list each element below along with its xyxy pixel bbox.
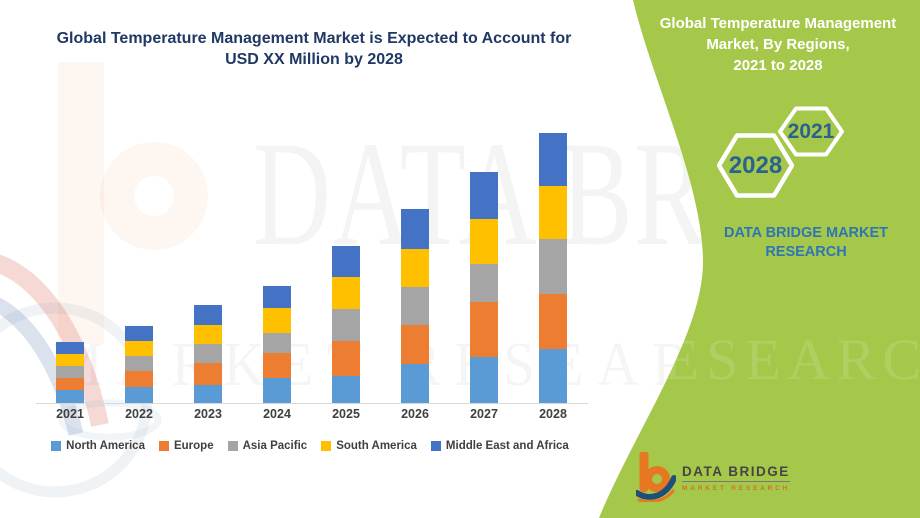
bar-segment-middle-east-and-africa <box>125 326 153 341</box>
page-title: Global Temperature Management Market is … <box>30 28 598 70</box>
legend-item-south-america: South America <box>321 440 417 452</box>
bar-2023 <box>194 305 222 403</box>
bar-segment-north-america <box>125 387 153 403</box>
bar-segment-north-america <box>401 364 429 403</box>
hexagon-2028: 2028 <box>717 133 794 198</box>
bar-segment-middle-east-and-africa <box>332 246 360 277</box>
bar-segment-europe <box>539 294 567 349</box>
bar-segment-asia-pacific <box>56 366 84 378</box>
footer-brand-subtitle: MARKET RESEARCH <box>682 485 791 492</box>
bar-segment-middle-east-and-africa <box>401 209 429 249</box>
legend-swatch <box>430 441 441 451</box>
bar-2024 <box>263 286 291 403</box>
footer-logo-words: DATA BRIDGE MARKET RESEARCH <box>682 464 791 492</box>
bar-segment-asia-pacific <box>539 239 567 294</box>
hexagon-2021: 2021 <box>778 106 844 157</box>
bar-segment-north-america <box>539 349 567 403</box>
footer-logo: DATA BRIDGE MARKET RESEARCH <box>636 452 791 502</box>
chart-legend: North America Europe Asia Pacific South Ame… <box>14 440 606 452</box>
bar-segment-north-america <box>332 376 360 403</box>
x-axis-label: 2025 <box>332 407 360 421</box>
bar-segment-asia-pacific <box>332 309 360 341</box>
legend-label: Asia Pacific <box>242 440 308 452</box>
bar-segment-north-america <box>263 378 291 403</box>
bar-segment-europe <box>263 353 291 378</box>
legend-label: Middle East and Africa <box>445 440 569 452</box>
bar-segment-asia-pacific <box>470 264 498 302</box>
bar-segment-north-america <box>194 385 222 403</box>
bar-2022 <box>125 326 153 403</box>
bar-segment-south-america <box>332 277 360 309</box>
hex-year-bottom: 2028 <box>728 151 783 179</box>
bar-2025 <box>332 246 360 403</box>
legend-label: South America <box>336 440 417 452</box>
bar-segment-europe <box>125 371 153 387</box>
legend-label: Europe <box>173 440 214 452</box>
bar-segment-middle-east-and-africa <box>56 342 84 354</box>
bar-segment-south-america <box>470 219 498 264</box>
x-axis-label: 2022 <box>125 407 153 421</box>
bar-segment-europe <box>470 302 498 357</box>
bar-segment-north-america <box>56 390 84 403</box>
bar-segment-south-america <box>125 341 153 356</box>
legend-swatch <box>158 441 169 451</box>
bar-segment-south-america <box>194 325 222 344</box>
footer-brand-name: DATA BRIDGE <box>682 464 791 482</box>
bar-segment-north-america <box>470 357 498 403</box>
chart-plot-area <box>36 118 588 404</box>
legend-label: North America <box>66 440 145 452</box>
legend-item-middle-east-and-africa: Middle East and Africa <box>430 440 569 452</box>
bar-segment-south-america <box>539 186 567 239</box>
legend-swatch <box>321 441 332 451</box>
watermark-green-text: RESEARCH <box>618 327 920 392</box>
x-axis-label: 2023 <box>194 407 222 421</box>
hexagon-outline-icon <box>778 106 844 157</box>
bar-segment-middle-east-and-africa <box>263 286 291 308</box>
legend-swatch <box>227 441 238 451</box>
x-axis-label: 2028 <box>539 407 567 421</box>
x-axis-label: 2026 <box>401 407 429 421</box>
legend-swatch <box>51 441 62 451</box>
bar-segment-asia-pacific <box>401 287 429 325</box>
legend-item-asia-pacific: Asia Pacific <box>227 440 308 452</box>
bar-segment-south-america <box>56 354 84 366</box>
side-panel-heading: Global Temperature Management Market, By… <box>659 15 897 74</box>
bar-segment-middle-east-and-africa <box>539 133 567 186</box>
x-axis-label: 2024 <box>263 407 291 421</box>
hexagon-outline-icon <box>717 133 794 198</box>
bar-segment-asia-pacific <box>125 356 153 371</box>
bar-segment-europe <box>194 363 222 385</box>
brand-caption: DATA BRIDGE MARKET RESEARCH <box>723 225 889 260</box>
page-title-line-1: Global Temperature Management Market is … <box>56 30 572 47</box>
x-axis-label: 2027 <box>470 407 498 421</box>
hex-year-top: 2021 <box>787 119 835 143</box>
bar-segment-south-america <box>263 308 291 333</box>
bar-segment-asia-pacific <box>194 344 222 363</box>
bar-segment-europe <box>332 341 360 376</box>
bar-segment-asia-pacific <box>263 333 291 353</box>
legend-item-europe: Europe <box>158 440 214 452</box>
legend-item-north-america: North America <box>51 440 145 452</box>
bar-segment-middle-east-and-africa <box>470 172 498 219</box>
bar-segment-europe <box>401 325 429 364</box>
footer-logo-b-icon <box>636 452 676 502</box>
bar-segment-south-america <box>401 249 429 287</box>
bar-2021 <box>56 342 84 403</box>
x-axis-label: 2021 <box>56 407 84 421</box>
bar-2028 <box>539 133 567 403</box>
bar-segment-europe <box>56 378 84 390</box>
bar-segment-middle-east-and-africa <box>194 305 222 325</box>
bar-2027 <box>470 172 498 403</box>
bar-2026 <box>401 209 429 403</box>
page-title-line-2: USD XX Million by 2028 <box>225 51 403 68</box>
